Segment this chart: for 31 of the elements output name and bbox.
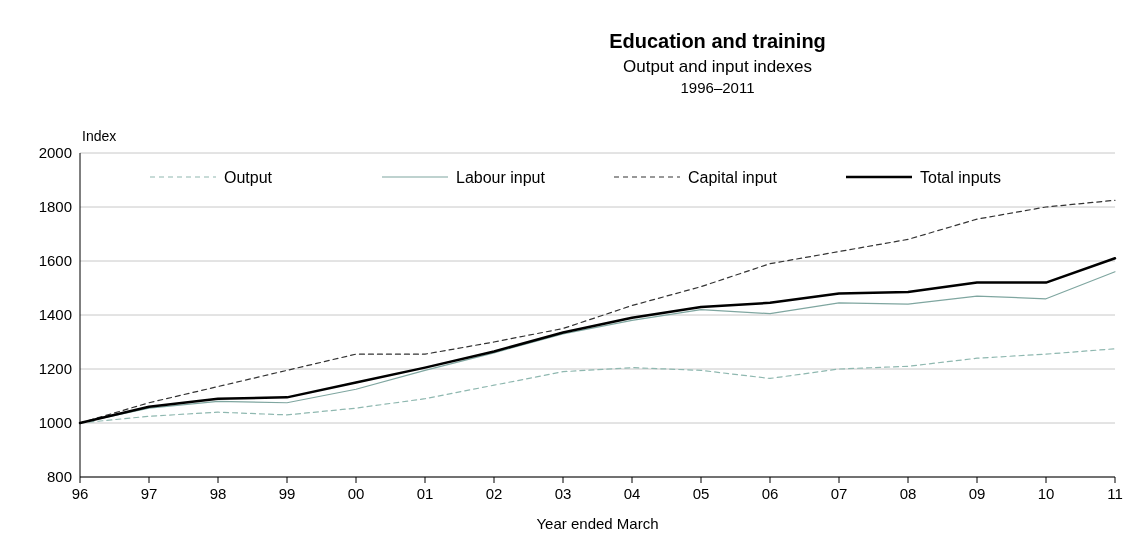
x-tick-label: 06 bbox=[761, 485, 779, 502]
x-tick-label: 04 bbox=[623, 485, 641, 502]
x-tick-label: 97 bbox=[140, 485, 158, 502]
y-axis-title: Index bbox=[82, 128, 117, 144]
y-tick-label: 1600 bbox=[38, 252, 72, 270]
y-tick-label: 800 bbox=[46, 468, 72, 486]
x-tick-label: 02 bbox=[485, 485, 503, 502]
y-tick-label: 1200 bbox=[38, 360, 72, 378]
x-tick-label: 00 bbox=[347, 485, 365, 502]
x-tick-label: 08 bbox=[899, 485, 917, 502]
x-tick-label: 07 bbox=[830, 485, 848, 502]
legend-label: Total inputs bbox=[920, 168, 1001, 186]
y-tick-label: 2000 bbox=[38, 144, 72, 162]
x-tick-label: 03 bbox=[554, 485, 572, 502]
legend-label: Output bbox=[224, 168, 273, 186]
y-tick-label: 1000 bbox=[38, 414, 72, 432]
x-tick-label: 98 bbox=[209, 485, 227, 502]
chart-title: Education and training bbox=[609, 30, 826, 52]
x-tick-label: 99 bbox=[278, 485, 296, 502]
x-tick-label: 01 bbox=[416, 485, 434, 502]
legend-label: Labour input bbox=[456, 168, 546, 186]
x-tick-label: 09 bbox=[968, 485, 986, 502]
chart-subtitle: Output and input indexes 1996–2011 bbox=[622, 57, 813, 96]
y-tick-label: 1400 bbox=[38, 306, 72, 324]
y-tick-label: 1800 bbox=[38, 198, 72, 216]
x-tick-label: 96 bbox=[71, 485, 89, 502]
legend-label: Capital input bbox=[688, 168, 778, 186]
x-tick-label: 11 bbox=[1107, 485, 1123, 502]
x-tick-label: 10 bbox=[1037, 485, 1055, 502]
x-tick-label: 05 bbox=[692, 485, 710, 502]
x-axis-title: Year ended March bbox=[536, 515, 659, 532]
